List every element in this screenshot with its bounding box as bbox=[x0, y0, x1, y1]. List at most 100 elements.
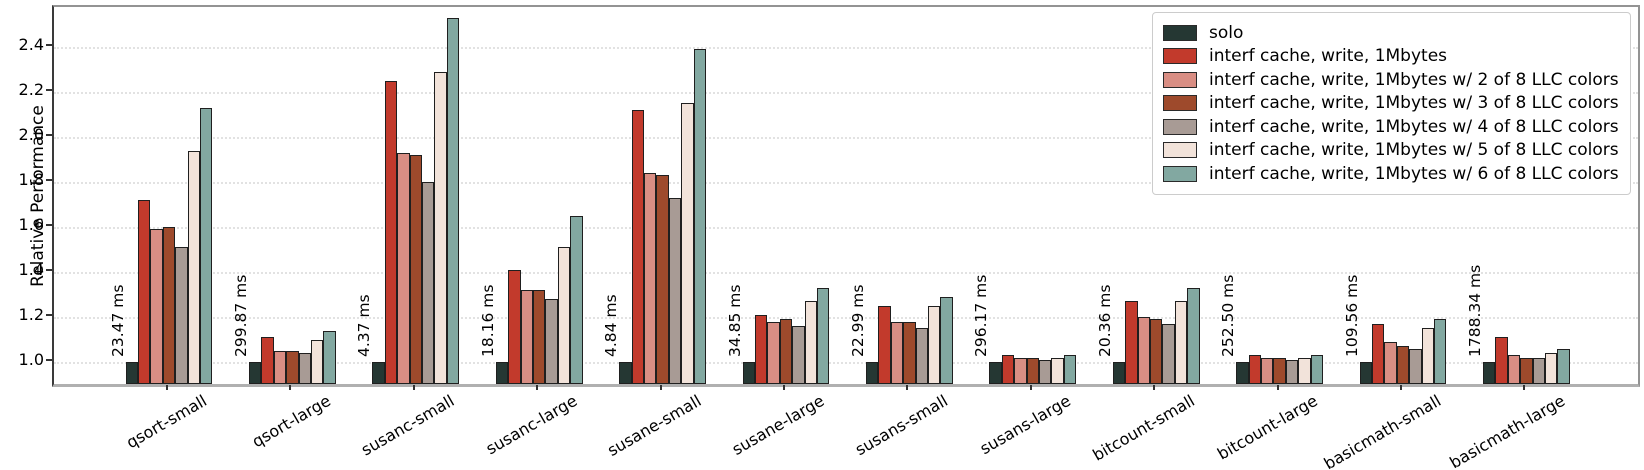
bar-basicmath-small-s0 bbox=[1359, 362, 1372, 384]
bar-bitcount-large-s5 bbox=[1298, 357, 1311, 384]
bar-susans-large-s2 bbox=[1014, 357, 1027, 384]
x-tick-label-susans-small: susans-small bbox=[851, 391, 951, 460]
x-tick-mark bbox=[906, 385, 909, 390]
bar-basicmath-small-s1 bbox=[1372, 323, 1385, 384]
x-tick-label-bitcount-large: bitcount-large bbox=[1214, 391, 1322, 464]
legend-label: interf cache, write, 1Mbytes bbox=[1209, 46, 1448, 67]
bar-susanc-large-s1 bbox=[508, 269, 521, 384]
y-tick-mark bbox=[46, 89, 52, 91]
bar-qsort-large-s0 bbox=[249, 362, 262, 384]
legend: solo interf cache, write, 1Mbytes interf c… bbox=[1152, 12, 1631, 195]
bar-susane-small-s3 bbox=[656, 175, 669, 384]
bar-bitcount-small-s0 bbox=[1112, 362, 1126, 384]
bar-qsort-large-s2 bbox=[273, 350, 287, 384]
gridline bbox=[54, 92, 1638, 94]
legend-item-1: interf cache, write, 1Mbytes bbox=[1163, 45, 1620, 69]
legend-swatch bbox=[1163, 142, 1197, 159]
bar-bitcount-small-s6 bbox=[1187, 287, 1200, 384]
bar-susane-large-s6 bbox=[817, 287, 830, 384]
legend-swatch bbox=[1163, 24, 1197, 41]
bar-susanc-large-s0 bbox=[495, 362, 509, 384]
bar-basicmath-small-s6 bbox=[1434, 319, 1447, 384]
gridline bbox=[54, 362, 1638, 364]
legend-item-6: interf cache, write, 1Mbytes w/ 6 of 8 L… bbox=[1163, 162, 1620, 186]
bar-qsort-large-s6 bbox=[323, 330, 336, 384]
bar-susans-small-s6 bbox=[940, 296, 953, 384]
bar-qsort-small-s3 bbox=[162, 227, 176, 384]
bar-basicmath-large-s2 bbox=[1507, 355, 1521, 384]
bar-bitcount-small-s1 bbox=[1125, 301, 1138, 384]
bar-qsort-small-s0 bbox=[125, 362, 138, 384]
bar-bitcount-large-s4 bbox=[1285, 359, 1299, 384]
x-tick-mark bbox=[1276, 385, 1279, 390]
legend-swatch bbox=[1163, 118, 1197, 135]
y-tick-mark bbox=[46, 224, 52, 226]
bar-qsort-small-s2 bbox=[150, 229, 163, 384]
bar-susane-small-s1 bbox=[631, 110, 644, 384]
bar-susanc-small-s2 bbox=[397, 152, 410, 384]
x-tick-label-qsort-large: qsort-large bbox=[248, 391, 334, 452]
bar-bitcount-small-s3 bbox=[1150, 319, 1163, 384]
y-tick-mark bbox=[46, 359, 52, 361]
bar-basicmath-large-s0 bbox=[1483, 362, 1496, 384]
x-tick-label-susane-large: susane-large bbox=[728, 391, 828, 459]
bar-qsort-large-s3 bbox=[286, 350, 299, 384]
x-tick-mark bbox=[166, 385, 168, 390]
y-tick-mark bbox=[46, 44, 52, 46]
bar-annotation: 4.84 ms bbox=[602, 294, 621, 357]
bar-annotation: 18.16 ms bbox=[478, 284, 497, 357]
y-tick-label: 2.0 bbox=[18, 125, 44, 144]
bar-qsort-large-s5 bbox=[311, 339, 324, 384]
bar-qsort-large-s4 bbox=[298, 353, 311, 384]
x-tick-label-qsort-small: qsort-small bbox=[123, 391, 211, 453]
legend-swatch bbox=[1163, 48, 1197, 65]
bar-susane-large-s1 bbox=[755, 314, 768, 384]
bar-qsort-small-s1 bbox=[138, 200, 151, 384]
bar-bitcount-small-s5 bbox=[1174, 301, 1188, 384]
bar-basicmath-large-s3 bbox=[1520, 357, 1533, 384]
bar-qsort-small-s6 bbox=[200, 107, 213, 384]
y-tick-mark bbox=[46, 179, 52, 181]
bar-basicmath-large-s4 bbox=[1532, 357, 1545, 384]
bar-qsort-small-s4 bbox=[175, 247, 188, 384]
gridline bbox=[54, 317, 1638, 319]
bar-basicmath-small-s2 bbox=[1384, 341, 1397, 384]
bar-qsort-large-s1 bbox=[261, 337, 274, 384]
bar-annotation: 299.87 ms bbox=[232, 274, 250, 357]
x-tick-mark bbox=[1523, 385, 1526, 390]
x-tick-label-susane-small: susane-small bbox=[603, 391, 705, 460]
legend-label: interf cache, write, 1Mbytes w/ 5 of 8 L… bbox=[1209, 140, 1619, 161]
bar-annotation: 34.85 ms bbox=[725, 284, 744, 357]
bar-annotation: 296.17 ms bbox=[972, 274, 991, 357]
y-tick-mark bbox=[46, 314, 52, 316]
legend-swatch bbox=[1163, 165, 1197, 182]
x-tick-mark bbox=[289, 385, 292, 390]
bar-susans-large-s5 bbox=[1051, 357, 1064, 384]
legend-label: interf cache, write, 1Mbytes w/ 4 of 8 L… bbox=[1209, 116, 1619, 137]
bar-bitcount-large-s1 bbox=[1248, 355, 1261, 384]
y-tick-label: 2.4 bbox=[18, 35, 44, 54]
legend-item-4: interf cache, write, 1Mbytes w/ 4 of 8 L… bbox=[1163, 115, 1620, 139]
bar-susane-large-s0 bbox=[742, 362, 755, 384]
bar-susans-small-s1 bbox=[878, 305, 891, 384]
bar-susane-small-s4 bbox=[668, 197, 682, 384]
bar-susans-small-s0 bbox=[866, 362, 879, 384]
bar-susans-small-s3 bbox=[903, 321, 916, 384]
y-tick-label: 1.8 bbox=[18, 170, 44, 189]
gridline bbox=[54, 182, 1638, 184]
bar-annotation: 23.47 ms bbox=[108, 284, 127, 357]
x-tick-mark bbox=[536, 385, 539, 390]
y-tick-label: 1.2 bbox=[18, 305, 44, 324]
gridline bbox=[54, 137, 1638, 139]
bar-annotation: 1788.34 ms bbox=[1466, 264, 1484, 357]
bar-bitcount-small-s4 bbox=[1162, 323, 1175, 384]
bar-susanc-small-s6 bbox=[446, 17, 460, 384]
bar-annotation: 20.36 ms bbox=[1095, 284, 1114, 357]
bar-basicmath-small-s3 bbox=[1396, 346, 1410, 384]
x-tick-mark bbox=[1029, 385, 1032, 390]
x-tick-label-basicmath-large: basicmath-large bbox=[1446, 391, 1568, 470]
bar-annotation: 4.37 ms bbox=[355, 294, 374, 357]
bar-basicmath-large-s6 bbox=[1557, 348, 1570, 384]
x-tick-label-susanc-large: susanc-large bbox=[482, 391, 581, 459]
